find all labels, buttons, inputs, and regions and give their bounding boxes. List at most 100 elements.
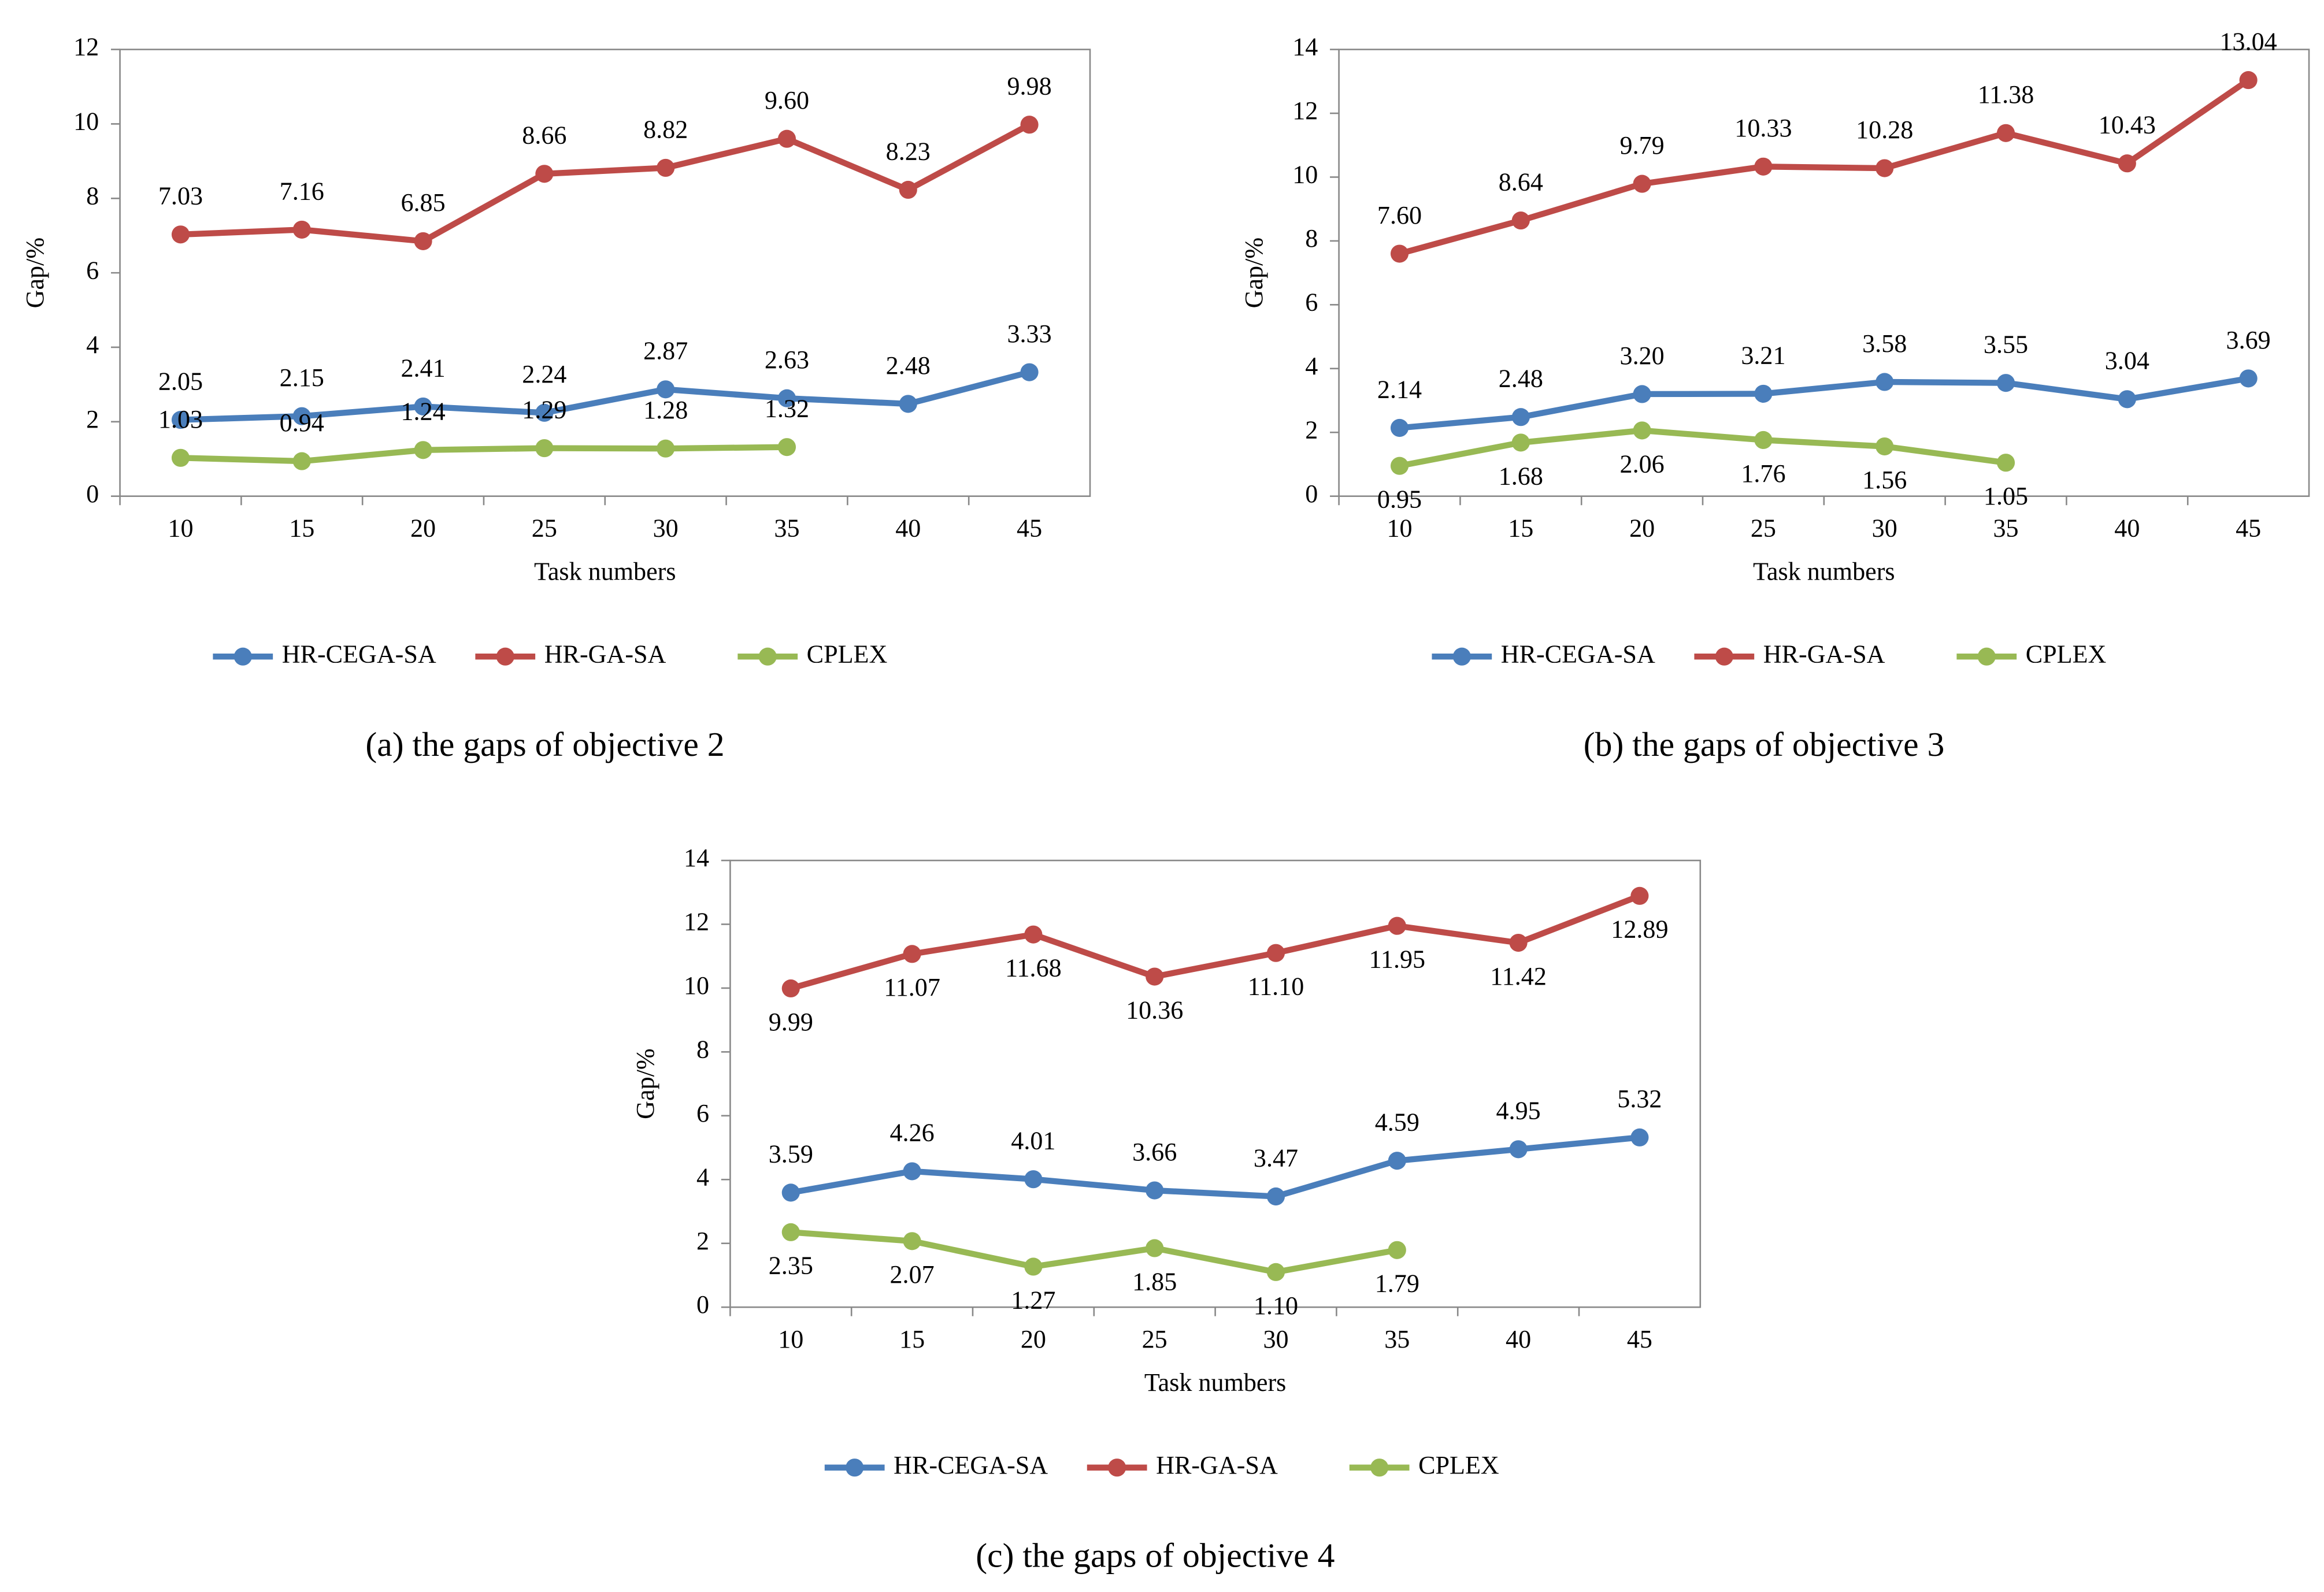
data-label: 9.98	[1007, 72, 1051, 101]
data-label: 1.28	[643, 396, 688, 424]
data-label: 1.10	[1254, 1292, 1298, 1320]
data-point	[781, 1183, 800, 1202]
x-tick-label: 45	[2236, 514, 2261, 542]
data-label: 9.99	[769, 1008, 813, 1036]
data-label: 10.36	[1126, 996, 1183, 1024]
data-point	[2239, 71, 2258, 90]
data-label: 11.38	[1978, 80, 2034, 109]
y-tick-label: 6	[1305, 288, 1318, 316]
x-tick-label: 15	[289, 514, 314, 542]
x-tick-label: 45	[1017, 514, 1042, 542]
chart-caption: (c) the gaps of objective 4	[976, 1537, 1335, 1575]
data-point	[903, 1232, 921, 1250]
x-tick-label: 40	[895, 514, 921, 542]
data-point	[1754, 157, 1773, 176]
data-label: 2.14	[1377, 375, 1422, 403]
data-point	[1754, 384, 1773, 403]
data-point	[777, 438, 796, 457]
data-point	[1146, 1239, 1164, 1257]
y-tick-label: 2	[86, 405, 99, 433]
data-label: 7.16	[280, 177, 324, 205]
data-point	[1996, 124, 2015, 142]
data-label: 4.95	[1496, 1097, 1541, 1125]
plot-frame	[119, 49, 1091, 497]
y-tick-label: 0	[86, 480, 99, 508]
y-tick-label: 2	[1305, 415, 1318, 444]
plot-frame	[1338, 49, 2310, 497]
series-line	[180, 122, 1031, 244]
x-tick-label: 10	[1387, 514, 1412, 542]
data-point	[1020, 116, 1039, 134]
data-point	[1388, 916, 1406, 935]
data-point	[1388, 1152, 1406, 1170]
data-label: 1.29	[522, 395, 566, 424]
x-tick-label: 35	[774, 514, 799, 542]
data-point	[535, 165, 554, 183]
data-label: 10.43	[2099, 111, 2156, 139]
data-point	[1511, 433, 1530, 452]
legend-label: CPLEX	[2026, 640, 2107, 668]
legend-marker	[1977, 647, 1996, 666]
data-label: 4.01	[1011, 1127, 1055, 1155]
data-label: 2.05	[158, 367, 203, 395]
x-tick-label: 30	[653, 514, 679, 542]
data-label: 11.42	[1490, 962, 1547, 990]
legend-label: CPLEX	[807, 640, 888, 668]
data-label: 2.15	[280, 363, 324, 392]
x-axis-title: Task numbers	[534, 558, 676, 586]
data-point	[1266, 1187, 1285, 1206]
data-label: 7.60	[1377, 201, 1422, 229]
series-line	[790, 1134, 1640, 1200]
data-label: 8.66	[522, 121, 566, 150]
data-label: 10.33	[1734, 114, 1792, 142]
data-label: 12.89	[1611, 915, 1668, 944]
data-label: 9.79	[1620, 131, 1665, 159]
data-point	[1875, 437, 1894, 456]
data-label: 0.95	[1377, 485, 1422, 514]
data-label: 10.28	[1856, 116, 1913, 144]
y-axis-title: Gap/%	[21, 237, 49, 308]
data-point	[1509, 933, 1528, 952]
data-point	[1024, 1170, 1043, 1189]
series-line	[180, 369, 1031, 423]
y-tick-label: 2	[696, 1227, 709, 1255]
data-point	[657, 439, 675, 458]
legend-label: HR-GA-SA	[1763, 640, 1885, 668]
x-axis-title: Task numbers	[1753, 558, 1895, 586]
data-label: 11.95	[1369, 945, 1426, 974]
data-point	[1754, 431, 1773, 450]
data-label: 1.03	[158, 405, 203, 433]
data-point	[657, 380, 675, 399]
data-point	[2239, 369, 2258, 388]
data-point	[1024, 925, 1043, 944]
y-tick-label: 8	[696, 1035, 709, 1063]
data-label: 2.35	[769, 1252, 813, 1280]
data-point	[899, 180, 917, 199]
legend-marker	[846, 1459, 864, 1477]
data-label: 1.27	[1011, 1286, 1055, 1314]
data-label: 4.59	[1375, 1108, 1419, 1137]
data-label: 2.24	[522, 360, 566, 388]
data-point	[777, 129, 796, 148]
data-label: 6.85	[401, 188, 445, 217]
x-tick-label: 30	[1872, 514, 1897, 542]
series-line	[1399, 427, 2007, 469]
data-label: 1.32	[765, 394, 809, 422]
x-tick-label: 40	[1506, 1325, 1531, 1353]
series-line	[1399, 77, 2251, 257]
data-point	[1509, 1140, 1528, 1159]
data-point	[1996, 454, 2015, 472]
data-point	[903, 1162, 921, 1181]
data-point	[1266, 1263, 1285, 1281]
y-tick-label: 4	[696, 1163, 709, 1191]
x-tick-label: 20	[1629, 514, 1655, 542]
data-label: 11.07	[884, 973, 940, 1001]
data-label: 2.06	[1620, 450, 1665, 478]
y-tick-label: 6	[696, 1099, 709, 1127]
data-label: 2.87	[643, 337, 688, 365]
chart-caption: (a) the gaps of objective 2	[365, 725, 724, 763]
x-tick-label: 15	[1508, 514, 1533, 542]
data-point	[1633, 175, 1651, 193]
